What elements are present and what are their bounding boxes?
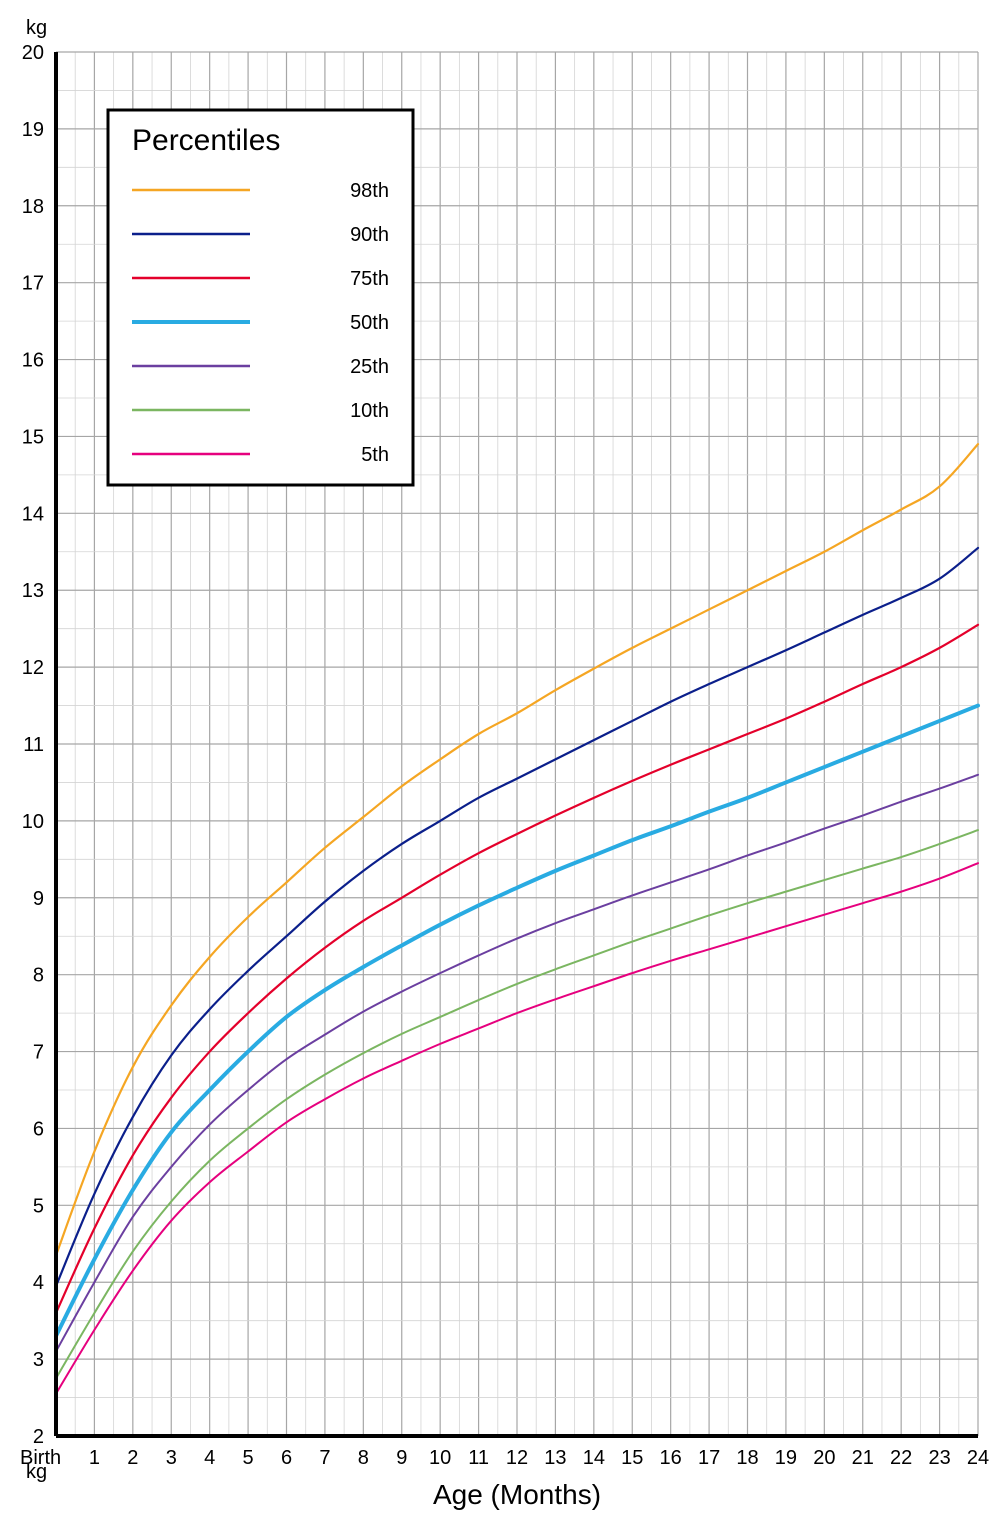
- x-tick-label: 10: [429, 1447, 451, 1469]
- x-tick-label: Birth: [20, 1447, 61, 1469]
- x-tick-label: 12: [506, 1447, 528, 1469]
- y-tick-label: 17: [22, 273, 44, 295]
- x-tick-label: 14: [583, 1447, 605, 1469]
- x-tick-label: 22: [890, 1447, 912, 1469]
- y-tick-label: 14: [22, 503, 44, 525]
- y-tick-label: 11: [23, 734, 44, 756]
- y-tick-label: 6: [33, 1118, 44, 1140]
- x-tick-label: 9: [396, 1447, 407, 1469]
- legend-label: 50th: [350, 312, 389, 334]
- x-tick-label: 1: [89, 1447, 100, 1469]
- y-tick-label: 3: [33, 1349, 44, 1371]
- legend-label: 25th: [350, 356, 389, 378]
- x-tick-label: 20: [813, 1447, 835, 1469]
- y-tick-label: 10: [22, 811, 44, 833]
- x-tick-label: 17: [698, 1447, 720, 1469]
- x-tick-label: 18: [736, 1447, 758, 1469]
- x-tick-label: 5: [243, 1447, 254, 1469]
- x-tick-label: 24: [967, 1447, 989, 1469]
- y-tick-label: 19: [22, 119, 44, 141]
- x-tick-label: 13: [544, 1447, 566, 1469]
- x-tick-label: 4: [204, 1447, 215, 1469]
- legend-title: Percentiles: [132, 124, 280, 157]
- chart-svg: 234567891011121314151617181920kgkgBirth1…: [0, 0, 1000, 1520]
- y-tick-label: 18: [22, 196, 44, 218]
- y-tick-label: 7: [33, 1042, 44, 1064]
- legend-label: 98th: [350, 180, 389, 202]
- legend-label: 5th: [361, 444, 389, 466]
- x-tick-label: 19: [775, 1447, 797, 1469]
- legend-label: 10th: [350, 400, 389, 422]
- growth-chart: 234567891011121314151617181920kgkgBirth1…: [0, 0, 1000, 1520]
- y-tick-label: 15: [22, 426, 44, 448]
- y-tick-label: 5: [33, 1195, 44, 1217]
- x-tick-label: 23: [928, 1447, 950, 1469]
- x-tick-label: 3: [166, 1447, 177, 1469]
- y-tick-label: 16: [22, 350, 44, 372]
- legend: Percentiles 98th 90th 75th 50th 25th 10th 5th: [108, 110, 413, 485]
- y-tick-label: 2: [33, 1426, 44, 1448]
- y-tick-label: 8: [33, 965, 44, 987]
- y-tick-label: 13: [22, 580, 44, 602]
- y-tick-label: 4: [33, 1272, 44, 1294]
- x-tick-label: 15: [621, 1447, 643, 1469]
- x-tick-label: 11: [468, 1447, 489, 1469]
- legend-label: 75th: [350, 268, 389, 290]
- legend-label: 90th: [350, 224, 389, 246]
- y-tick-label: 20: [22, 42, 44, 64]
- x-tick-label: 6: [281, 1447, 292, 1469]
- x-tick-label: 21: [852, 1447, 874, 1469]
- y-unit-top: kg: [26, 17, 47, 39]
- x-axis-title: Age (Months): [433, 1479, 601, 1510]
- x-tick-label: 16: [660, 1447, 682, 1469]
- x-tick-label: 8: [358, 1447, 369, 1469]
- y-tick-label: 12: [22, 657, 44, 679]
- x-tick-label: 7: [319, 1447, 330, 1469]
- x-tick-label: 2: [127, 1447, 138, 1469]
- y-tick-label: 9: [33, 888, 44, 910]
